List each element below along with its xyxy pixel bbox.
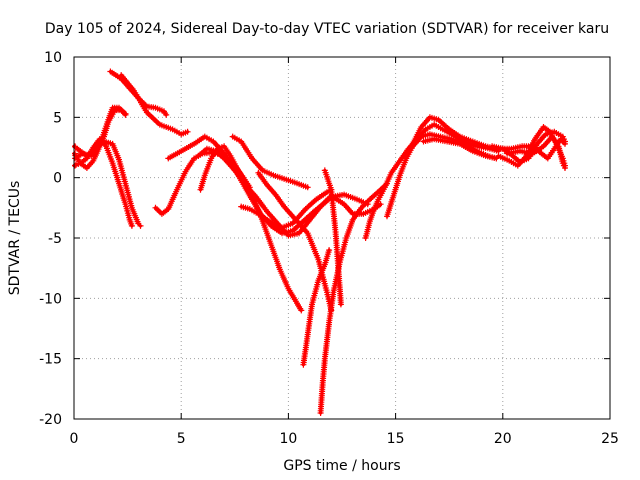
series-arc-11 (229, 133, 311, 191)
data-point-markers (229, 133, 311, 191)
series-arc-6 (118, 72, 191, 138)
data-point-markers (300, 247, 333, 368)
data-point-markers (504, 133, 568, 171)
data-point-markers (317, 180, 390, 416)
x-tick-label: 5 (177, 431, 186, 447)
data-point-markers (72, 104, 129, 162)
x-tick-label: 0 (70, 431, 79, 447)
series-arc-16 (317, 180, 390, 416)
y-tick-label: 0 (53, 171, 62, 187)
y-tick-label: 5 (53, 110, 62, 126)
data-point-markers (118, 72, 191, 138)
x-tick-label: 10 (279, 431, 297, 447)
y-tick-label: -5 (48, 231, 62, 247)
data-point-markers (495, 136, 568, 162)
y-tick-label: 10 (44, 50, 62, 66)
data-point-markers (321, 167, 344, 308)
y-tick-label: -15 (39, 352, 62, 368)
data-series (72, 68, 568, 416)
series-arc-14 (321, 167, 344, 308)
series-arc-19 (401, 114, 500, 159)
series-arc-15 (300, 247, 333, 368)
chart-title: Day 105 of 2024, Sidereal Day-to-day VTE… (45, 21, 609, 37)
x-tick-label: 20 (494, 431, 512, 447)
axis-ticks: 0 5 10 15 20 25 -20 -15 -10 -5 0 5 10 (39, 50, 619, 447)
series-arc-13 (255, 169, 335, 314)
y-tick-label: -20 (39, 412, 62, 428)
data-point-markers (401, 114, 500, 159)
x-axis-label: GPS time / hours (283, 458, 400, 474)
y-tick-label: -10 (39, 291, 62, 307)
y-axis-label: SDTVAR / TECUs (7, 181, 23, 296)
series-arc-10 (197, 143, 305, 314)
x-tick-label: 15 (387, 431, 405, 447)
series-arc-4 (72, 104, 129, 162)
data-point-markers (420, 136, 500, 162)
x-tick-label: 25 (601, 431, 619, 447)
series-arc-24 (504, 133, 568, 171)
series-arc-20 (420, 136, 500, 162)
